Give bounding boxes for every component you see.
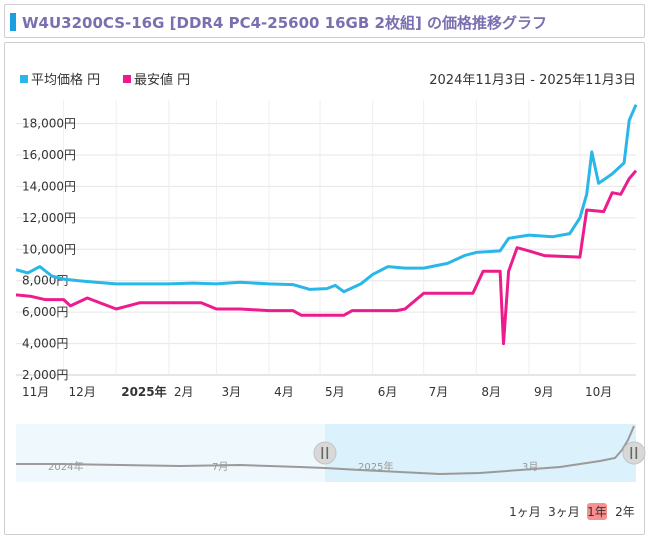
chart-legend: 平均価格 円 最安値 円 xyxy=(20,72,190,88)
series-line-min xyxy=(15,169,638,346)
y-tick-label: 10,000円 xyxy=(22,242,76,256)
navigator-handle-right[interactable] xyxy=(622,441,646,465)
range-button[interactable]: 2年 xyxy=(615,505,635,519)
navigator-label: 2024年 xyxy=(48,460,83,473)
navigator-label: 7月 xyxy=(212,461,228,473)
x-tick-label: 5月 xyxy=(325,385,345,399)
x-tick-label: 2025年 xyxy=(121,384,166,399)
y-tick-label: 2,000円 xyxy=(22,368,68,382)
y-tick-label: 6,000円 xyxy=(22,305,68,319)
legend-swatch-avg xyxy=(20,75,28,83)
y-tick-label: 16,000円 xyxy=(22,148,76,162)
y-tick-label: 4,000円 xyxy=(22,337,68,351)
date-range-label: 2024年11月3日 - 2025年11月3日 xyxy=(429,73,636,88)
y-tick-label: 12,000円 xyxy=(22,211,76,225)
svg-text:3ヶ月: 3ヶ月 xyxy=(548,505,580,519)
range-button[interactable]: 1年 xyxy=(587,503,607,520)
svg-text:1年: 1年 xyxy=(587,505,607,519)
svg-text:2年: 2年 xyxy=(615,505,635,519)
page-title: W4U3200CS-16G [DDR4 PC4-25600 16GB 2枚組] … xyxy=(22,14,548,32)
y-axis-labels: 2,000円 4,000円 6,000円 8,000円 10,000円 12,000円 14… xyxy=(22,117,76,382)
header-accent-bar xyxy=(10,13,16,31)
series-lines xyxy=(15,104,638,346)
x-axis-labels: 11月 12月 2025年 2月 3月 4月 5月 6月 7月 8月 9月 10月 xyxy=(22,384,612,399)
legend-label-min[interactable]: 最安値 円 xyxy=(134,72,190,88)
x-tick-label: 8月 xyxy=(481,385,501,399)
svg-text:1ヶ月: 1ヶ月 xyxy=(509,505,541,519)
x-tick-label: 7月 xyxy=(429,385,449,399)
range-button[interactable]: 1ヶ月 xyxy=(509,505,541,519)
legend-swatch-min xyxy=(123,75,131,83)
y-tick-label: 18,000円 xyxy=(22,117,76,131)
range-button[interactable]: 3ヶ月 xyxy=(548,505,580,519)
x-tick-label: 4月 xyxy=(274,385,294,399)
page-header: W4U3200CS-16G [DDR4 PC4-25600 16GB 2枚組] … xyxy=(4,4,645,38)
navigator[interactable]: 2024年 7月 2025年 3月 xyxy=(16,424,646,482)
legend-label-avg[interactable]: 平均価格 円 xyxy=(31,72,100,88)
series-line-avg xyxy=(15,104,638,294)
range-selector[interactable]: 1ヶ月 3ヶ月 1年 2年 xyxy=(509,503,635,520)
x-tick-label: 12月 xyxy=(69,385,96,399)
x-tick-label: 6月 xyxy=(378,385,398,399)
x-tick-label: 3月 xyxy=(221,385,241,399)
x-tick-label: 2月 xyxy=(174,385,194,399)
y-tick-label: 14,000円 xyxy=(22,179,76,193)
x-tick-label: 9月 xyxy=(534,385,554,399)
x-tick-label: 11月 xyxy=(22,385,49,399)
x-tick-label: 10月 xyxy=(585,385,612,399)
navigator-series-line xyxy=(16,425,635,476)
navigator-series xyxy=(16,425,635,476)
navigator-label: 3月 xyxy=(522,461,538,473)
y-tick-label: 8,000円 xyxy=(22,274,68,288)
navigator-handle-left[interactable] xyxy=(313,441,337,465)
chart-grid xyxy=(16,100,636,376)
